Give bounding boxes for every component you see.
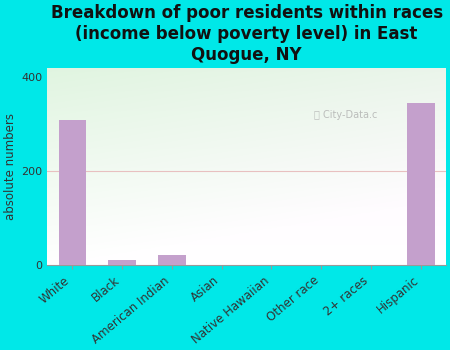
Bar [158, 254, 185, 265]
Text: ⓘ City-Data.c: ⓘ City-Data.c [314, 110, 378, 120]
Bar [58, 120, 86, 265]
Bar [108, 260, 136, 265]
Title: Breakdown of poor residents within races
(income below poverty level) in East
Qu: Breakdown of poor residents within races… [50, 4, 443, 64]
Bar [407, 103, 435, 265]
Y-axis label: absolute numbers: absolute numbers [4, 113, 17, 220]
